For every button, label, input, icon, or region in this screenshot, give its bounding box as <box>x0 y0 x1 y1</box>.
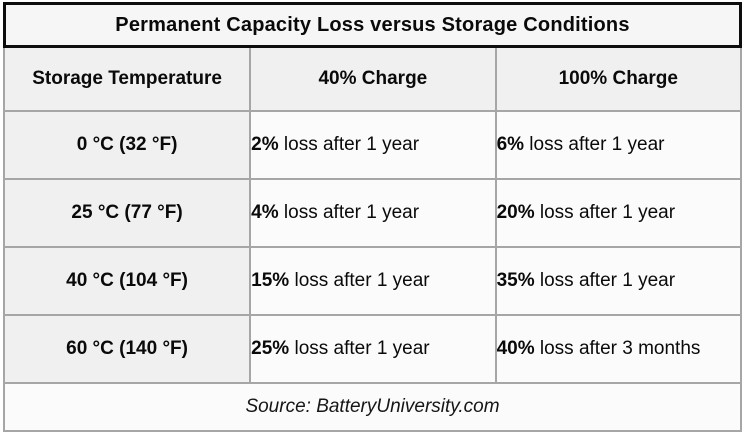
capacity-loss-table: Storage Temperature 40% Charge 100% Char… <box>2 48 743 432</box>
table-row: 40 °C (104 °F) 15% loss after 1 year 35%… <box>2 246 743 316</box>
table-row: 60 °C (140 °F) 25% loss after 1 year 40%… <box>2 314 743 384</box>
temperature-cell: 25 °C (77 °F) <box>2 178 252 248</box>
loss-cell-100-charge: 35% loss after 1 year <box>494 246 743 316</box>
loss-percent: 25% <box>251 338 290 359</box>
loss-percent: 15% <box>251 270 290 291</box>
table-row: 25 °C (77 °F) 4% loss after 1 year 20% l… <box>2 178 743 248</box>
loss-text: loss after 1 year <box>289 270 430 291</box>
loss-text: loss after 1 year <box>289 338 430 359</box>
loss-cell-40-charge: 4% loss after 1 year <box>249 178 497 248</box>
loss-cell-40-charge: 2% loss after 1 year <box>249 110 497 180</box>
loss-text: loss after 1 year <box>534 270 676 291</box>
loss-percent: 40% <box>496 338 535 359</box>
loss-text: loss after 1 year <box>524 134 665 155</box>
header-cell-100-charge: 100% Charge <box>494 48 743 112</box>
loss-percent: 6% <box>496 134 525 155</box>
loss-text: loss after 1 year <box>278 134 420 155</box>
temperature-cell: 40 °C (104 °F) <box>2 246 252 316</box>
loss-text: loss after 1 year <box>534 202 676 223</box>
table-row: 0 °C (32 °F) 2% loss after 1 year 6% los… <box>2 110 743 180</box>
loss-cell-100-charge: 40% loss after 3 months <box>494 314 743 384</box>
loss-percent: 2% <box>251 134 279 155</box>
loss-percent: 20% <box>496 202 535 223</box>
loss-percent: 4% <box>251 202 279 223</box>
source-note: Source: BatteryUniversity.com <box>3 382 742 432</box>
loss-cell-100-charge: 6% loss after 1 year <box>494 110 743 180</box>
table-header-row: Storage Temperature 40% Charge 100% Char… <box>2 48 743 112</box>
temperature-cell: 0 °C (32 °F) <box>2 110 252 180</box>
loss-text: loss after 3 months <box>534 338 701 359</box>
table-footer-row: Source: BatteryUniversity.com <box>3 382 742 432</box>
loss-cell-40-charge: 25% loss after 1 year <box>249 314 497 384</box>
temperature-cell: 60 °C (140 °F) <box>2 314 252 384</box>
header-cell-storage-temperature: Storage Temperature <box>2 48 252 112</box>
loss-percent: 35% <box>496 270 535 291</box>
loss-cell-100-charge: 20% loss after 1 year <box>494 178 743 248</box>
table-title: Permanent Capacity Loss versus Storage C… <box>3 2 742 48</box>
loss-text: loss after 1 year <box>278 202 420 223</box>
header-cell-40-charge: 40% Charge <box>249 48 497 112</box>
loss-cell-40-charge: 15% loss after 1 year <box>249 246 497 316</box>
